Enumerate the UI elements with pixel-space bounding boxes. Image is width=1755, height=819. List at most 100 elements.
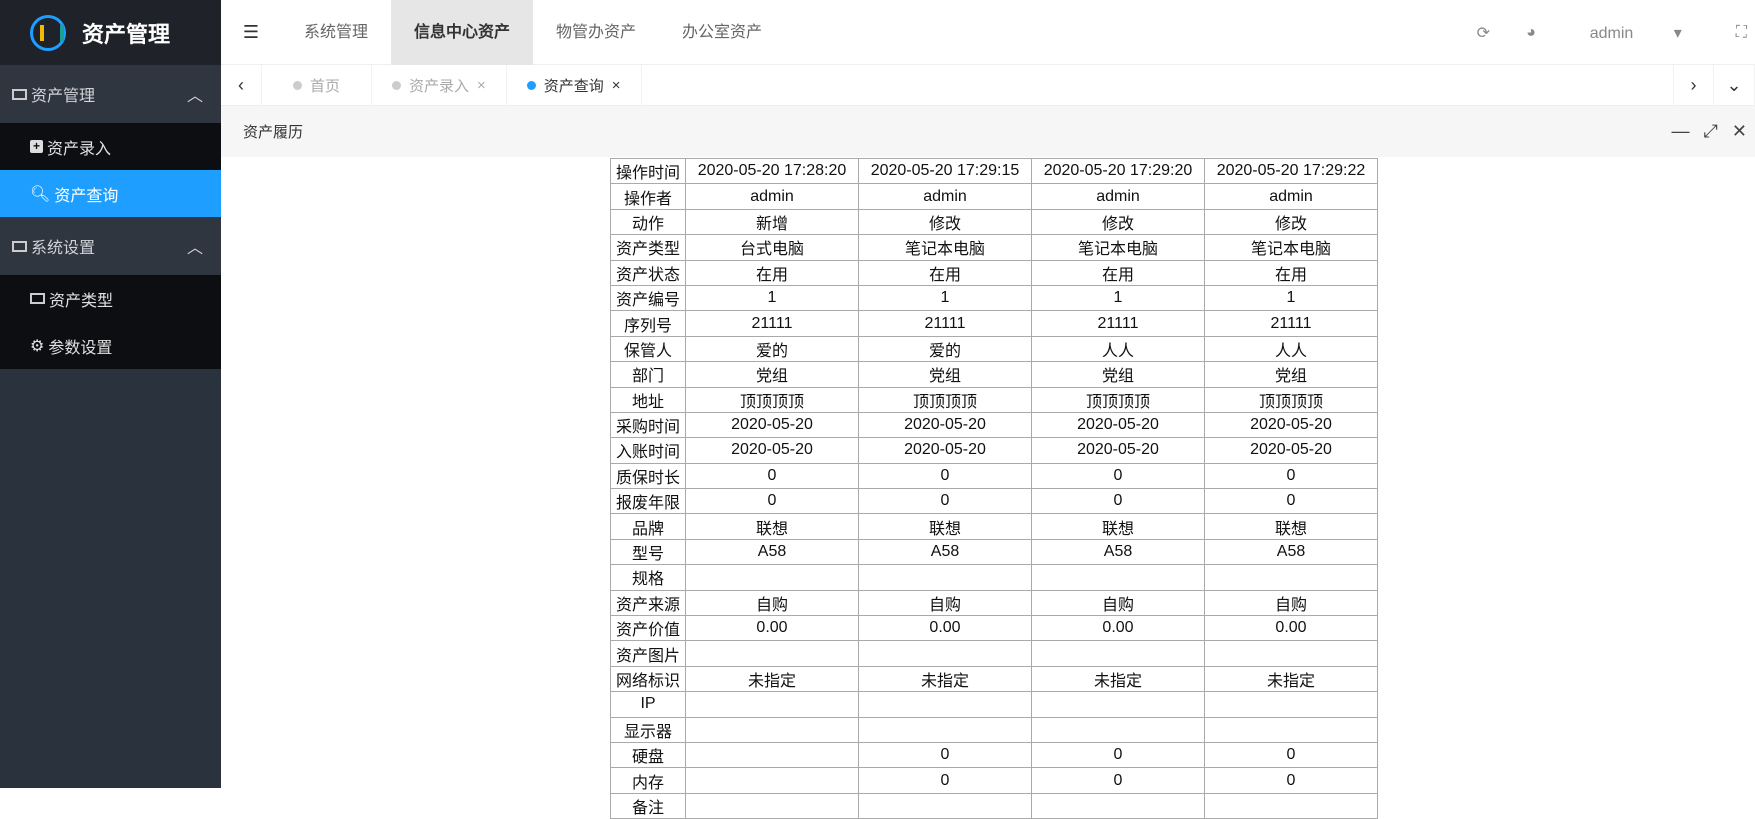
- table-cell: [1204, 564, 1378, 591]
- table-cell: 未指定: [858, 665, 1032, 693]
- row-label: IP: [610, 691, 686, 718]
- refresh-icon[interactable]: ⟳: [1476, 24, 1491, 42]
- table-cell: [685, 716, 859, 743]
- table-cell: [685, 792, 859, 819]
- table-cell: [685, 640, 859, 667]
- row-label: 序列号: [610, 310, 686, 337]
- table-cell: [1031, 691, 1205, 718]
- row-label: 动作: [610, 208, 686, 236]
- close-icon[interactable]: ×: [611, 77, 621, 94]
- tab-bar: ‹ 首页 资产录入 × 资产查询 × › ⌄: [221, 65, 1755, 106]
- table-cell: 2020-05-20: [858, 437, 1032, 464]
- table-row: 资产类型 台式电脑 笔记本电脑 笔记本电脑 笔记本电脑: [610, 234, 1378, 261]
- table-cell: 2020-05-20: [1204, 411, 1378, 439]
- tab-asset-query[interactable]: 资产查询 ×: [507, 65, 642, 106]
- table-cell: 顶顶顶顶: [685, 386, 859, 413]
- row-label: 规格: [610, 564, 686, 591]
- row-label: 型号: [610, 538, 686, 566]
- table-cell: 人人: [1204, 335, 1378, 363]
- table-cell: 0.00: [1204, 615, 1378, 642]
- row-label: 资产状态: [610, 259, 686, 286]
- table-cell: 在用: [685, 259, 859, 286]
- card-icon: [12, 88, 27, 100]
- table-cell: 21111: [685, 310, 859, 337]
- sidebar-item-asset-entry[interactable]: + 资产录入: [0, 123, 221, 170]
- sidebar-item-asset-type[interactable]: 资产类型: [0, 275, 221, 322]
- table-cell: 1: [1204, 284, 1378, 312]
- table-cell: 自购: [858, 589, 1032, 617]
- row-label: 保管人: [610, 335, 686, 363]
- tab-menu-chevron-down-icon[interactable]: ⌄: [1714, 65, 1755, 106]
- table-cell: 笔记本电脑: [1031, 234, 1205, 261]
- user-menu[interactable]: admin ▾: [1589, 24, 1682, 42]
- table-row: 操作者 admin admin admin admin: [610, 183, 1378, 210]
- close-icon[interactable]: ✕: [1731, 121, 1747, 141]
- table-cell: 修改: [1204, 208, 1378, 236]
- row-label: 操作者: [610, 183, 686, 210]
- minimize-icon[interactable]: —: [1671, 121, 1690, 141]
- theme-icon[interactable]: ◕: [1526, 23, 1536, 41]
- topnav-item[interactable]: 系统管理: [304, 23, 369, 41]
- table-cell: 顶顶顶顶: [1204, 386, 1378, 413]
- tab-asset-entry[interactable]: 资产录入 ×: [372, 65, 507, 106]
- table-row: 品牌 联想 联想 联想 联想: [610, 513, 1378, 540]
- row-label: 硬盘: [610, 741, 686, 769]
- toggle-sidebar-icon[interactable]: ☰: [242, 21, 260, 42]
- sidebar-item-params[interactable]: ⚙ 参数设置: [30, 337, 113, 357]
- table-cell: 0: [1204, 767, 1378, 794]
- search-icon: 🔍︎: [30, 185, 51, 203]
- table-cell: 2020-05-20 17:29:20: [1031, 157, 1205, 185]
- table-cell: 联想: [858, 513, 1032, 540]
- table-cell: 人人: [1031, 335, 1205, 363]
- row-label: 地址: [610, 386, 686, 413]
- table-row: 硬盘 0 0 0: [610, 741, 1378, 769]
- table-cell: 0: [858, 462, 1032, 490]
- panel-header: 资产履历 — ⤢ ✕: [221, 106, 1755, 157]
- row-label: 部门: [610, 361, 686, 388]
- table-cell: 未指定: [1031, 665, 1205, 693]
- table-cell: 党组: [858, 361, 1032, 388]
- table-cell: [858, 691, 1032, 718]
- row-label: 资产编号: [610, 284, 686, 312]
- row-label: 质保时长: [610, 462, 686, 490]
- table-cell: 爱的: [858, 335, 1032, 363]
- sidebar-item-asset-query[interactable]: 🔍︎ 资产查询: [0, 170, 221, 217]
- row-label: 内存: [610, 767, 686, 794]
- table-cell: [1031, 716, 1205, 743]
- table-cell: 联想: [1031, 513, 1205, 540]
- table-cell: A58: [685, 538, 859, 566]
- table-row: 资产图片: [610, 640, 1378, 667]
- table-row: 资产来源 自购 自购 自购 自购: [610, 589, 1378, 617]
- topnav-item[interactable]: 物管办资产: [556, 23, 637, 41]
- table-cell: [1031, 564, 1205, 591]
- table-cell: A58: [1031, 538, 1205, 566]
- table-cell: admin: [1204, 183, 1378, 210]
- table-cell: 1: [1031, 284, 1205, 312]
- table-cell: 1: [685, 284, 859, 312]
- table-cell: 0.00: [685, 615, 859, 642]
- tab-scroll-left-icon[interactable]: ‹: [221, 65, 262, 106]
- topnav-item[interactable]: 办公室资产: [682, 23, 763, 41]
- tab-home[interactable]: 首页: [262, 65, 372, 106]
- row-label: 资产图片: [610, 640, 686, 667]
- table-cell: 21111: [858, 310, 1032, 337]
- table-cell: 0: [685, 488, 859, 515]
- logo: 资产管理: [0, 0, 221, 65]
- sidebar-group-asset[interactable]: 资产管理 ︿: [0, 65, 221, 123]
- sidebar-group-settings[interactable]: 系统设置 ︿: [0, 217, 221, 275]
- table-cell: 2020-05-20 17:29:22: [1204, 157, 1378, 185]
- panel-title: 资产履历: [243, 124, 304, 141]
- maximize-icon[interactable]: ⤢: [1703, 121, 1718, 141]
- table-cell: [1204, 691, 1378, 718]
- topnav-item[interactable]: 信息中心资产: [391, 0, 534, 65]
- table-cell: [685, 767, 859, 794]
- table-cell: 2020-05-20: [1031, 437, 1205, 464]
- tab-scroll-right-icon[interactable]: ›: [1673, 65, 1714, 106]
- fullscreen-icon[interactable]: ⛶: [1735, 23, 1747, 41]
- table-cell: 在用: [1204, 259, 1378, 286]
- table-cell: 2020-05-20 17:29:15: [858, 157, 1032, 185]
- row-label: 操作时间: [610, 157, 686, 185]
- table-cell: 2020-05-20 17:28:20: [685, 157, 859, 185]
- close-icon[interactable]: ×: [477, 77, 486, 94]
- table-cell: [1031, 640, 1205, 667]
